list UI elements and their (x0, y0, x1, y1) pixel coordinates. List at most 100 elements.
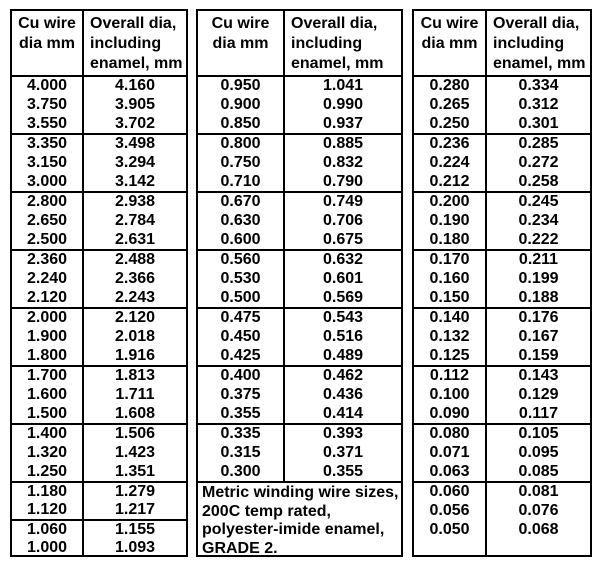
overall-dia-value: 1.041 (322, 77, 364, 95)
cu-dia-value: 0.056 (429, 501, 470, 519)
cu-dia-group-cell: 0.800 0.750 0.710 (198, 135, 283, 191)
overall-dia-value: 0.937 (322, 114, 364, 132)
cu-dia-value: 0.125 (429, 346, 470, 364)
overall-dia-value: 0.095 (518, 443, 559, 461)
header-line: including (90, 35, 162, 52)
cu-dia-value: 0.950 (220, 77, 261, 95)
header-line: enamel, mm (291, 55, 384, 72)
overall-dia-value: 0.334 (518, 77, 559, 95)
cu-dia-value: 4.000 (26, 77, 68, 95)
overall-dia-value: 0.076 (518, 501, 559, 519)
overall-dia-value: 3.142 (114, 172, 156, 190)
cu-dia-value: 1.320 (26, 443, 68, 461)
cu-dia-group-cell: 1.400 1.320 1.250 (12, 425, 82, 481)
overall-dia-value: 0.675 (322, 230, 364, 248)
overall-dia-group-cell: 0.105 0.095 0.085 (487, 425, 590, 481)
cu-dia-value: 0.400 (220, 367, 261, 385)
cu-dia-value: 0.090 (429, 404, 470, 422)
overall-dia-header: Overall dia, including enamel, mm (285, 11, 401, 75)
cu-dia-value: 0.212 (429, 172, 470, 190)
cu-dia-group-cell: 1.180 1.120 (12, 483, 82, 519)
overall-dia-value: 2.018 (114, 327, 156, 345)
cu-dia-value: 1.500 (26, 404, 68, 422)
cu-dia-value: 3.550 (26, 114, 68, 132)
overall-dia-value: 0.706 (322, 211, 364, 229)
overall-dia-value: 0.285 (518, 135, 559, 153)
header-line: Overall dia, (90, 15, 177, 32)
cu-dia-value: 0.050 (429, 520, 470, 538)
cu-dia-value: 0.425 (220, 346, 261, 364)
overall-dia-value: 0.143 (518, 367, 559, 385)
overall-dia-value: 2.366 (114, 269, 156, 287)
overall-dia-group-cell: 0.749 0.706 0.675 (285, 193, 401, 249)
overall-dia-value: 1.813 (114, 367, 156, 385)
overall-dia-group-cell: 0.632 0.601 0.569 (285, 251, 401, 307)
overall-dia-group-cell: 2.120 2.018 1.916 (84, 309, 186, 365)
cu-wire-header: Cu wire dia mm (12, 11, 82, 75)
overall-dia-value: 0.258 (518, 172, 559, 190)
cu-dia-group-cell: 0.335 0.315 0.300 (198, 425, 283, 481)
overall-dia-value: 0.371 (322, 443, 364, 461)
cu-dia-group-cell: 1.060 1.000 (12, 521, 82, 555)
overall-dia-value: 0.176 (518, 309, 559, 327)
cu-dia-group-cell: 0.236 0.224 0.212 (414, 135, 485, 191)
cu-dia-value: 1.800 (26, 346, 68, 364)
overall-dia-value: 1.423 (114, 443, 156, 461)
cu-dia-value: 0.355 (220, 404, 261, 422)
cu-dia-value: 0.315 (220, 443, 261, 461)
overall-dia-value: 1.217 (114, 501, 156, 518)
wire-table-3: Cu wire dia mm Overall dia, including enamel… (412, 9, 592, 557)
cu-dia-value: 0.710 (220, 172, 261, 190)
cu-dia-value: 0.800 (220, 135, 261, 153)
cu-dia-value: 0.265 (429, 95, 470, 113)
cu-dia-value: 0.335 (220, 425, 261, 443)
cu-dia-value: 1.900 (26, 327, 68, 345)
header-line: dia mm (212, 35, 269, 52)
cu-dia-value: 1.060 (26, 521, 68, 538)
note-line: GRADE 2. (202, 539, 278, 555)
overall-dia-group-cell: 0.462 0.436 0.414 (285, 367, 401, 423)
overall-dia-value: 1.916 (114, 346, 156, 364)
overall-dia-value: 0.436 (322, 385, 364, 403)
table-note: Metric winding wire sizes, 200C temp rate… (198, 483, 401, 555)
overall-dia-value: 0.832 (322, 153, 364, 171)
header-line: Overall dia, (291, 15, 378, 32)
header-line: Cu wire (420, 15, 479, 32)
cu-dia-group-cell: 0.475 0.450 0.425 (198, 309, 283, 365)
header-line: dia mm (18, 35, 75, 52)
header-line: dia mm (421, 35, 478, 52)
overall-dia-value: 0.234 (518, 211, 559, 229)
overall-dia-value: 0.355 (322, 462, 364, 480)
overall-dia-value: 0.222 (518, 230, 559, 248)
cu-dia-group-cell: 0.112 0.100 0.090 (414, 367, 485, 423)
overall-dia-value: 1.155 (114, 521, 156, 538)
cu-dia-value: 1.600 (26, 385, 68, 403)
overall-dia-value: 0.414 (322, 404, 364, 422)
overall-dia-value: 0.489 (322, 346, 364, 364)
overall-dia-group-cell: 1.155 1.093 (84, 521, 186, 555)
cu-dia-value: 0.630 (220, 211, 261, 229)
cu-dia-group-cell: 0.080 0.071 0.063 (414, 425, 485, 481)
overall-dia-group-cell: 0.081 0.076 0.068 (487, 483, 590, 555)
cu-dia-group-cell: 0.280 0.265 0.250 (414, 77, 485, 133)
cu-dia-value: 3.750 (26, 95, 68, 113)
overall-dia-value: 3.294 (114, 153, 156, 171)
cu-dia-value: 0.475 (220, 309, 261, 327)
cu-dia-value: 0.670 (220, 193, 261, 211)
cu-dia-value: 2.800 (26, 193, 68, 211)
cu-dia-value: 0.063 (429, 462, 470, 480)
cu-dia-value: 0.180 (429, 230, 470, 248)
overall-dia-value: 1.093 (114, 539, 156, 555)
overall-dia-value: 2.631 (114, 230, 156, 248)
cu-dia-group-cell: 2.000 1.900 1.800 (12, 309, 82, 365)
cu-dia-value: 0.560 (220, 251, 261, 269)
cu-dia-group-cell: 3.350 3.150 3.000 (12, 135, 82, 191)
overall-dia-value: 0.312 (518, 95, 559, 113)
cu-dia-group-cell: 2.360 2.240 2.120 (12, 251, 82, 307)
cu-wire-header: Cu wire dia mm (414, 11, 485, 75)
cu-dia-value: 2.650 (26, 211, 68, 229)
header-line: including (493, 35, 565, 52)
cu-dia-value: 1.250 (26, 462, 68, 480)
overall-dia-group-cell: 2.488 2.366 2.243 (84, 251, 186, 307)
